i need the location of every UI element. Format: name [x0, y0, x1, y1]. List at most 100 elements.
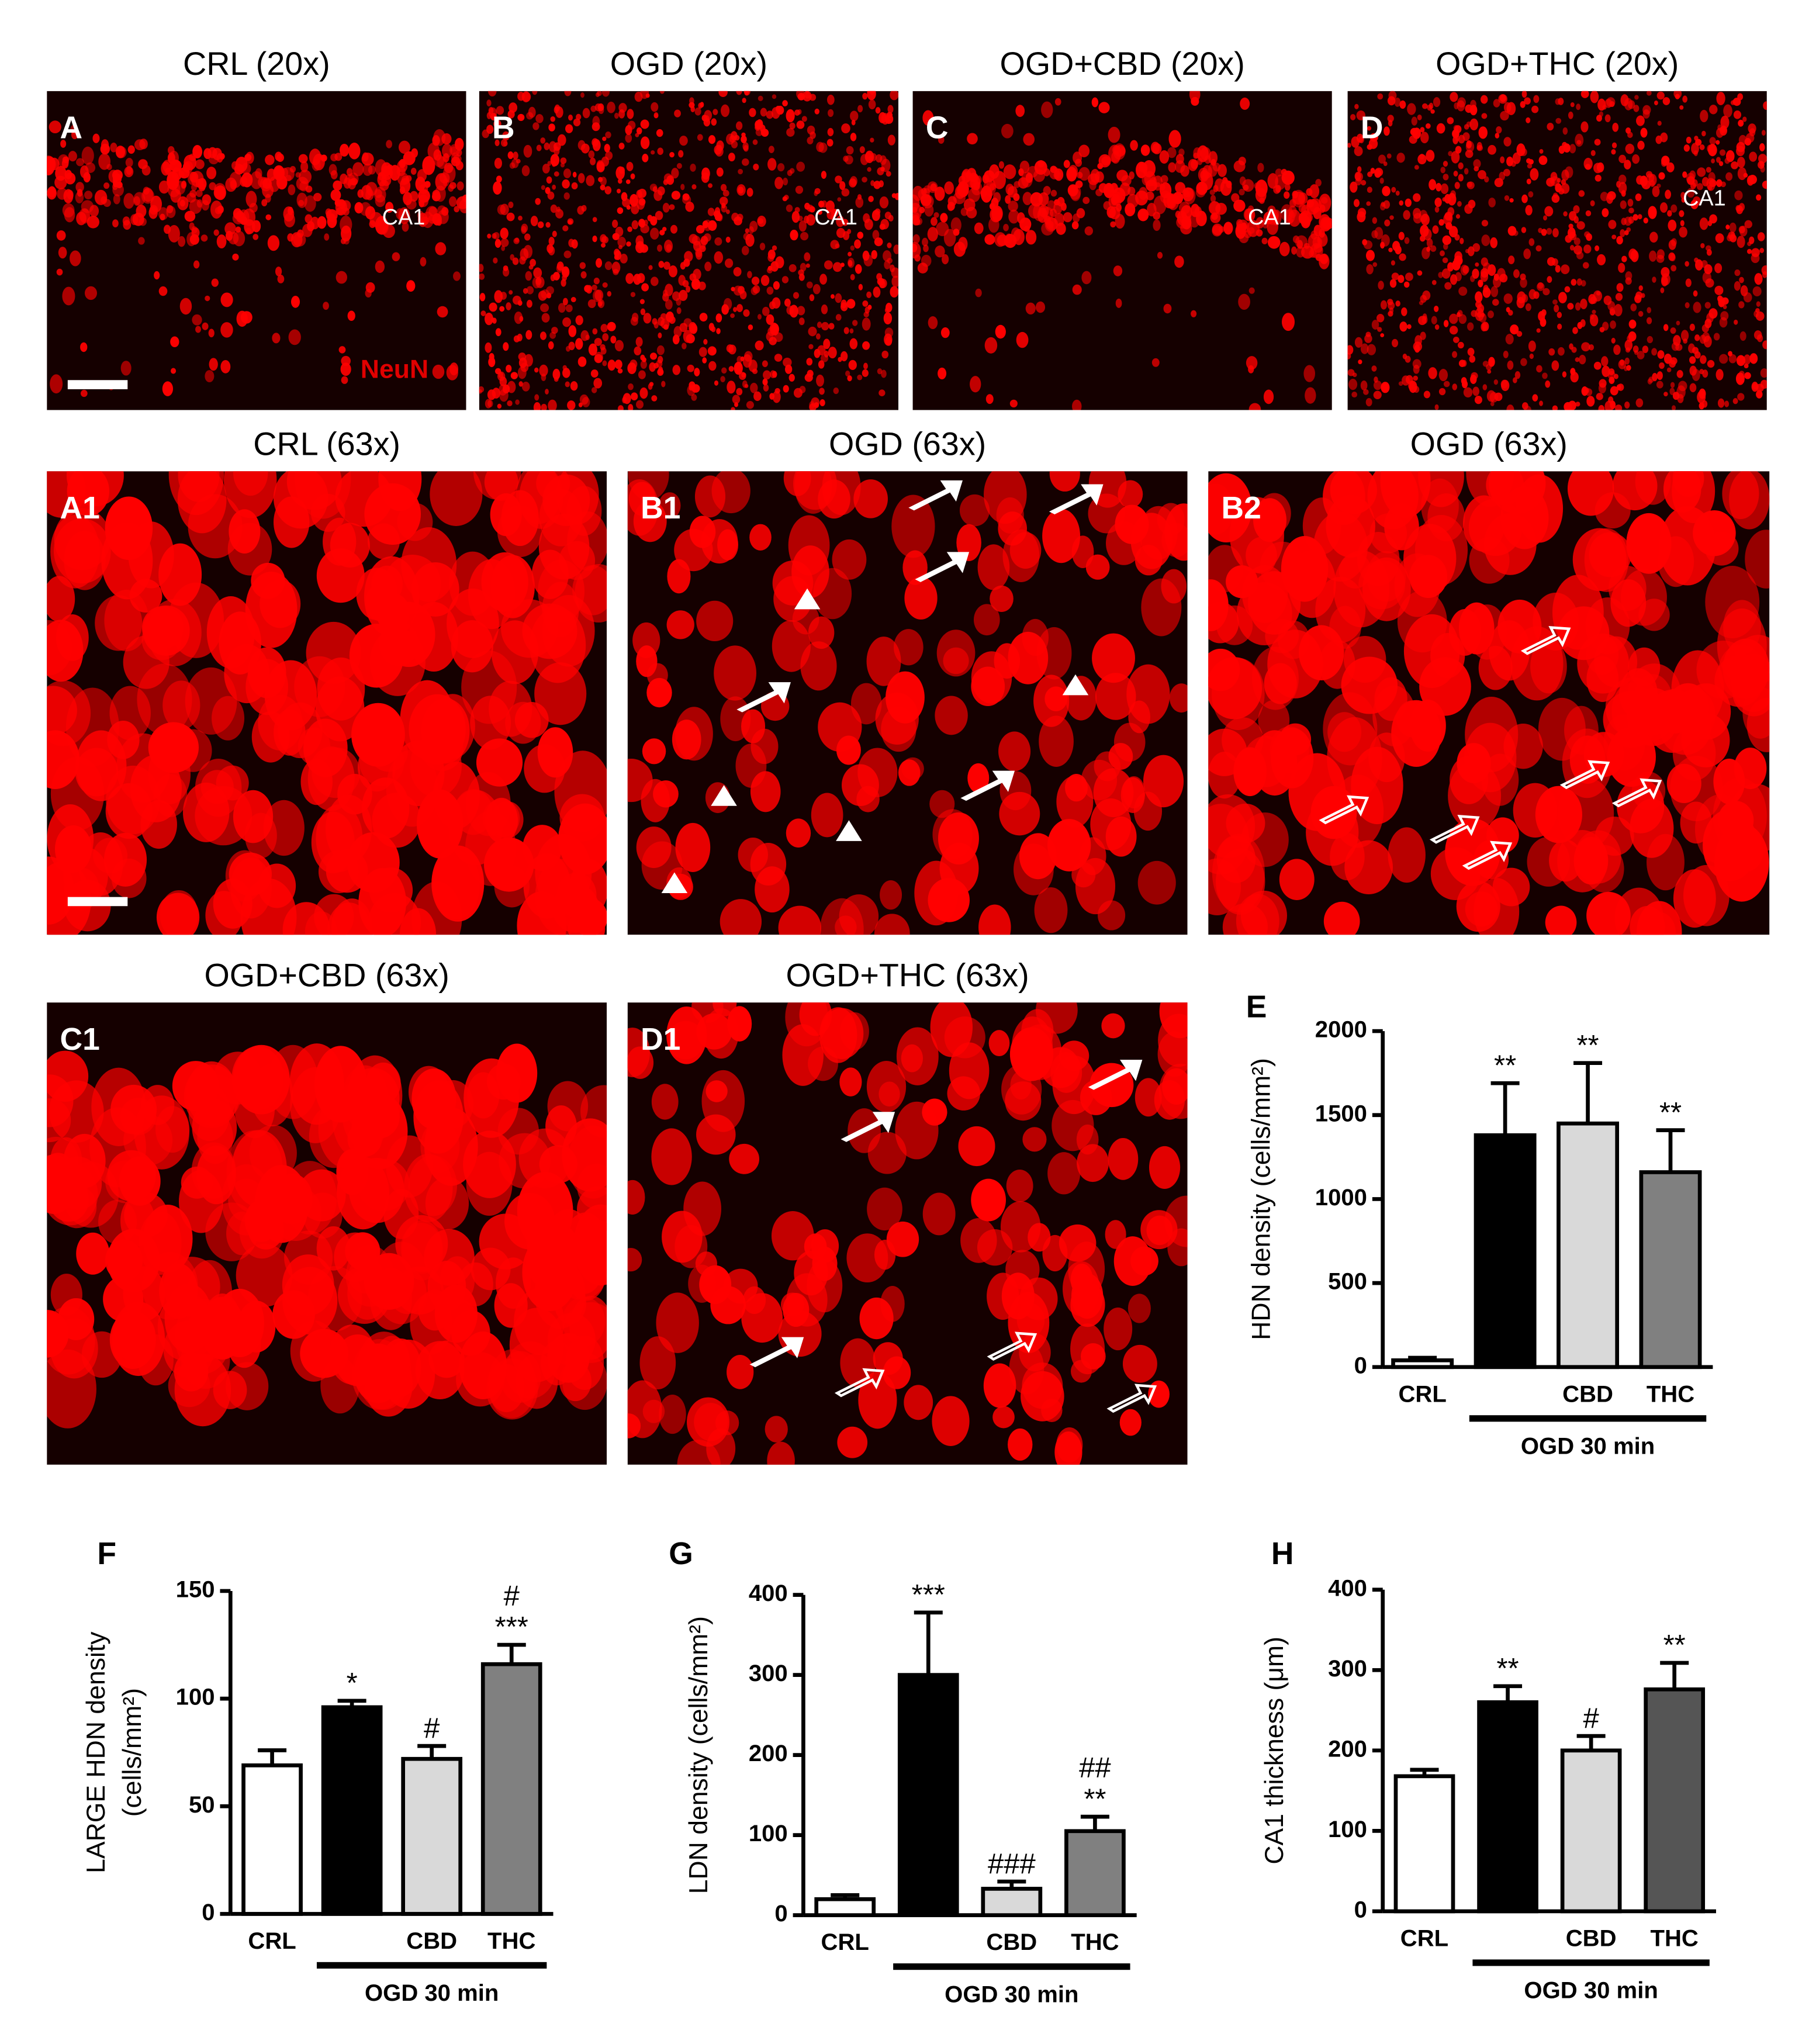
cell — [1449, 313, 1458, 324]
cell — [731, 286, 735, 292]
cell — [635, 337, 643, 347]
cell — [1610, 320, 1616, 329]
cell — [572, 565, 607, 615]
cell — [143, 186, 150, 195]
cell — [417, 169, 427, 182]
cell — [1172, 192, 1184, 205]
cell — [352, 162, 364, 177]
cell — [1452, 336, 1459, 343]
cell — [698, 347, 707, 357]
cell — [441, 133, 452, 145]
cell — [590, 157, 596, 165]
cell — [807, 125, 815, 135]
bar — [1560, 1748, 1622, 1914]
cell — [877, 368, 883, 375]
cell — [749, 108, 756, 117]
cell — [265, 154, 275, 165]
cell — [627, 1180, 645, 1215]
cell — [548, 237, 555, 246]
cell — [821, 354, 829, 362]
cell — [590, 105, 597, 112]
cell — [1462, 132, 1470, 141]
cell — [379, 1338, 421, 1397]
y-tick-label: 300 — [1328, 1656, 1367, 1682]
cell — [601, 243, 606, 248]
cell — [769, 322, 779, 336]
cell — [1530, 639, 1567, 694]
cell — [1057, 197, 1065, 207]
cell — [1005, 1081, 1042, 1121]
cell — [1745, 530, 1770, 589]
cell — [347, 310, 355, 321]
cell — [636, 197, 645, 210]
cell — [1672, 392, 1680, 400]
cell — [1720, 181, 1726, 188]
cell — [316, 548, 365, 603]
cell — [209, 182, 216, 191]
cell — [853, 479, 888, 518]
cell — [1389, 279, 1397, 288]
cell — [867, 167, 871, 172]
cell — [1419, 300, 1424, 306]
cell — [1680, 330, 1689, 341]
cell — [1581, 342, 1590, 352]
cell — [742, 98, 746, 103]
cell — [636, 400, 644, 409]
cell — [755, 124, 760, 131]
cell — [1575, 357, 1580, 362]
cell — [742, 380, 748, 388]
cell — [1391, 186, 1396, 193]
cell — [655, 210, 663, 220]
cell — [562, 368, 570, 378]
cell — [1248, 403, 1261, 410]
cell — [1358, 359, 1362, 365]
cell — [47, 620, 84, 682]
cell — [1580, 121, 1589, 133]
cell — [525, 330, 532, 340]
arrow — [749, 1337, 804, 1368]
cell — [526, 1217, 559, 1263]
cell — [1613, 344, 1621, 355]
cell — [509, 162, 516, 169]
cell — [1472, 268, 1479, 279]
cell — [490, 493, 522, 537]
cell — [1634, 350, 1638, 355]
cell — [922, 237, 928, 247]
cell — [592, 236, 597, 243]
cell — [1455, 146, 1462, 154]
cell — [1538, 155, 1548, 165]
cell — [1279, 859, 1315, 900]
cell — [1481, 113, 1488, 119]
cell — [1558, 347, 1565, 356]
cell — [1438, 388, 1446, 396]
cell — [517, 91, 525, 101]
cell — [1236, 894, 1279, 935]
cell — [1474, 395, 1482, 404]
cell — [133, 196, 140, 206]
cell — [826, 139, 833, 147]
cell — [658, 492, 681, 519]
cell — [1211, 658, 1265, 731]
cell — [1392, 241, 1400, 251]
cell — [1654, 100, 1658, 106]
cell — [1616, 384, 1621, 390]
cell — [1115, 214, 1125, 229]
cell — [1310, 786, 1357, 839]
cell — [728, 366, 734, 372]
cell — [788, 264, 797, 272]
cell — [1588, 293, 1596, 305]
cell — [456, 181, 464, 191]
y-tick-label: 200 — [749, 1741, 788, 1766]
cell — [1705, 531, 1739, 566]
cell — [782, 100, 788, 107]
open-arrow — [1611, 778, 1662, 808]
cell — [1672, 471, 1715, 524]
cell — [1489, 392, 1499, 403]
x-tick-label: CBD — [1562, 1381, 1613, 1407]
cell — [1670, 382, 1675, 388]
cell — [741, 372, 746, 378]
cell — [984, 337, 998, 354]
bar — [1557, 1121, 1620, 1369]
cell — [245, 191, 257, 207]
cell — [540, 303, 549, 313]
